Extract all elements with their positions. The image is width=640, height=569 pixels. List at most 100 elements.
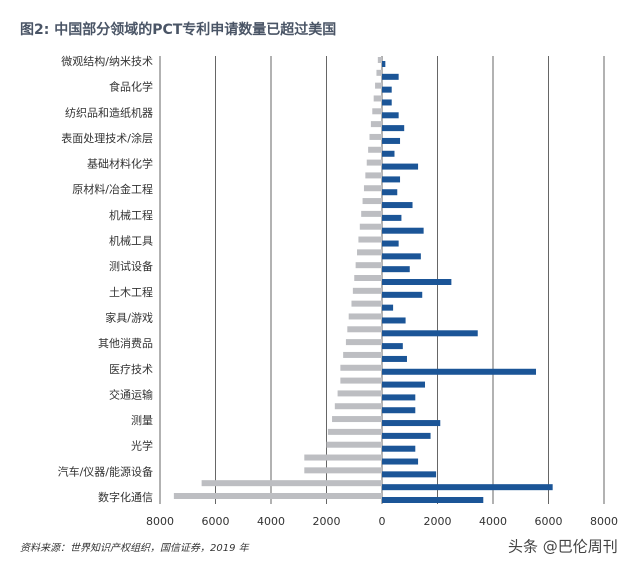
- source-note: 资料来源：世界知识产权组织，国信证券，2019 年: [20, 542, 250, 554]
- bar: [366, 159, 382, 166]
- bar: [345, 339, 382, 346]
- x-tick-label: 6000: [202, 515, 230, 528]
- bar: [382, 355, 407, 362]
- bar: [375, 82, 382, 89]
- bar: [327, 428, 382, 435]
- bar: [382, 458, 419, 465]
- x-tick-label: 4000: [479, 515, 507, 528]
- bar: [382, 291, 423, 298]
- bar: [304, 454, 382, 461]
- category-label: 医疗技术: [109, 362, 153, 376]
- bar: [343, 351, 382, 358]
- bar: [368, 146, 382, 153]
- chart-title: 图2: 中国部分领域的PCT专利申请数量已超过美国: [20, 21, 336, 38]
- bar: [382, 163, 419, 170]
- bar: [370, 121, 382, 128]
- category-label: 食品化学: [109, 80, 153, 94]
- bar: [352, 287, 382, 294]
- category-label: 光学: [131, 439, 153, 453]
- bar: [340, 377, 382, 384]
- x-tick-label: 2000: [424, 515, 452, 528]
- bar: [382, 445, 416, 452]
- bar: [372, 108, 382, 115]
- bar: [382, 343, 403, 350]
- bar: [382, 189, 398, 196]
- bar: [382, 112, 399, 119]
- category-label: 机械工具: [109, 234, 153, 248]
- bar: [382, 432, 431, 439]
- bar: [337, 390, 382, 397]
- bar: [382, 381, 426, 388]
- bar: [382, 471, 437, 478]
- bar: [363, 185, 382, 192]
- category-label: 测量: [131, 414, 153, 427]
- bar: [382, 266, 410, 273]
- bar: [369, 133, 382, 140]
- bar: [382, 407, 416, 414]
- category-label: 纺织品和造纸机器: [65, 105, 153, 119]
- watermark: 头条 @巴伦周刊: [508, 538, 618, 556]
- x-tick-label: 8000: [146, 515, 174, 528]
- bar: [359, 223, 382, 230]
- x-tick-label: 8000: [590, 515, 618, 528]
- category-label: 测试设备: [109, 259, 153, 273]
- bar: [340, 364, 382, 371]
- bar: [326, 441, 382, 448]
- x-tick-label: 0: [379, 515, 386, 528]
- bar: [382, 368, 537, 375]
- bar: [382, 99, 392, 106]
- bar: [332, 416, 382, 423]
- bar: [382, 497, 484, 503]
- bar: [382, 253, 421, 260]
- bar: [355, 262, 382, 269]
- category-label: 原材料/冶金工程: [72, 182, 153, 196]
- bar: [173, 493, 382, 499]
- bar: [382, 394, 416, 401]
- category-label: 家具/游戏: [105, 310, 153, 324]
- bar: [382, 125, 405, 132]
- bar: [382, 202, 413, 209]
- bar: [348, 313, 382, 320]
- bar: [382, 176, 401, 183]
- bar: [357, 249, 382, 256]
- bar: [382, 330, 478, 337]
- category-label: 机械工程: [109, 208, 153, 222]
- category-label: 微观结构/纳米技术: [61, 54, 153, 68]
- x-tick-label: 2000: [313, 515, 341, 528]
- x-tick-label: 4000: [257, 515, 285, 528]
- x-tick-label: 6000: [535, 515, 563, 528]
- bar: [304, 467, 382, 474]
- bar: [382, 61, 386, 67]
- bar: [382, 214, 402, 221]
- bar: [365, 172, 382, 179]
- category-label: 交通运输: [109, 387, 153, 401]
- bar: [334, 403, 382, 410]
- bar: [347, 326, 382, 333]
- bar: [376, 69, 382, 76]
- bar: [382, 420, 441, 427]
- bar: [382, 279, 452, 285]
- bar: [382, 484, 553, 491]
- category-label: 汽车/仪器/能源设备: [58, 464, 153, 478]
- bar: [382, 73, 399, 80]
- bar: [201, 480, 382, 487]
- bar: [382, 137, 401, 144]
- bar: [382, 240, 399, 247]
- category-label: 其他消费品: [98, 336, 153, 350]
- category-label: 基础材料化学: [87, 157, 153, 171]
- bar: [373, 95, 382, 102]
- bar: [382, 86, 392, 93]
- bar: [382, 317, 406, 324]
- category-label: 土木工程: [109, 286, 153, 299]
- category-label: 表面处理技术/涂层: [61, 131, 153, 145]
- bar: [382, 304, 394, 311]
- bar: [382, 150, 395, 157]
- bar: [354, 275, 382, 281]
- bar: [362, 198, 382, 205]
- category-label: 数字化通信: [98, 490, 153, 504]
- bar: [382, 227, 424, 234]
- bar: [358, 236, 382, 243]
- bar: [377, 57, 382, 63]
- bar: [351, 300, 382, 307]
